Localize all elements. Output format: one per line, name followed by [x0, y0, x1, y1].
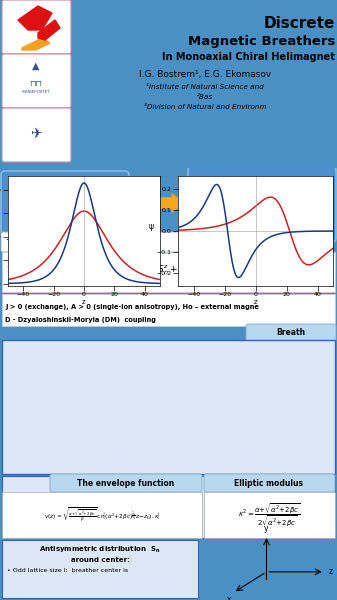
FancyBboxPatch shape: [1, 171, 129, 234]
FancyBboxPatch shape: [2, 340, 335, 474]
Text: Spatially localized,: Spatially localized,: [217, 184, 307, 193]
Text: ✈: ✈: [30, 126, 42, 140]
FancyBboxPatch shape: [2, 108, 71, 162]
FancyBboxPatch shape: [2, 0, 71, 54]
Text: J > 0 (exchange), A > 0 (single-ion anisotropy), Ho – external magne: J > 0 (exchange), A > 0 (single-ion anis…: [5, 304, 259, 310]
Text: oscillatory modes: oscillatory modes: [220, 209, 304, 218]
FancyArrow shape: [132, 194, 184, 212]
Text: • Odd lattice size l:  breather center is: • Odd lattice size l: breather center is: [7, 569, 128, 574]
Text: z: z: [329, 568, 333, 577]
Text: Breath: Breath: [276, 328, 306, 337]
Text: time-periodic: time-periodic: [230, 196, 294, 205]
FancyBboxPatch shape: [204, 492, 335, 538]
FancyBboxPatch shape: [50, 474, 202, 492]
Text: УНИВЕРСИТЕТ: УНИВЕРСИТЕТ: [22, 90, 50, 94]
FancyBboxPatch shape: [2, 54, 71, 108]
X-axis label: z: z: [254, 299, 257, 305]
Text: The envelope function: The envelope function: [78, 479, 175, 487]
Text: The model of the chiral helimagnet: The model of the chiral helimagnet: [7, 239, 151, 245]
Polygon shape: [38, 20, 60, 40]
Text: D - Dzyaloshinskii-Moryia (DM)  coupling: D - Dzyaloshinskii-Moryia (DM) coupling: [5, 317, 156, 323]
Text: Antisymmetric distribution  $\mathbf{S_n}$: Antisymmetric distribution $\mathbf{S_n}…: [39, 545, 161, 555]
X-axis label: z: z: [82, 299, 86, 305]
Text: ³Division of Natural and Environm: ³Division of Natural and Environm: [144, 104, 266, 110]
FancyBboxPatch shape: [246, 324, 336, 341]
Text: ▲: ▲: [32, 61, 40, 71]
Polygon shape: [18, 6, 52, 30]
Text: Discrete: Discrete: [264, 16, 335, 31]
Text: x: x: [227, 595, 231, 600]
Text: $\kappa^2{=}\dfrac{\alpha{+}\sqrt{\alpha^2{+}2\beta c}}{2\sqrt{\alpha^2{+}2\beta: $\kappa^2{=}\dfrac{\alpha{+}\sqrt{\alpha…: [238, 501, 300, 529]
Y-axis label: ψ: ψ: [149, 222, 154, 231]
Text: In Monoaxial Chiral Helimagnet: In Monoaxial Chiral Helimagnet: [162, 52, 335, 62]
FancyBboxPatch shape: [2, 252, 335, 292]
Polygon shape: [22, 38, 50, 50]
Text: ²Bas: ²Bas: [197, 94, 213, 100]
Text: discreteness: discreteness: [35, 208, 95, 217]
Text: $\mathcal{H} = -2J\!\sum_n\!\mathbf{S}_n\!\cdot\!\mathbf{S}_{n+1} + A\!\sum_n\!(: $\mathcal{H} = -2J\!\sum_n\!\mathbf{S}_n…: [6, 261, 191, 283]
Text: I.G. Bostrem¹, E.G. Ekomasov: I.G. Bostrem¹, E.G. Ekomasov: [139, 70, 271, 79]
Text: ⊓⊓: ⊓⊓: [30, 79, 42, 88]
Text: y: y: [264, 524, 269, 533]
FancyBboxPatch shape: [1, 232, 200, 252]
Text: ¹Institute of Natural Science and: ¹Institute of Natural Science and: [146, 84, 264, 90]
FancyBboxPatch shape: [188, 166, 336, 242]
Text: Magnetic Breathers: Magnetic Breathers: [188, 35, 335, 48]
FancyBboxPatch shape: [2, 294, 335, 326]
FancyBboxPatch shape: [2, 476, 335, 538]
FancyBboxPatch shape: [204, 474, 335, 492]
FancyBboxPatch shape: [2, 492, 202, 538]
Text: around center:: around center:: [70, 557, 129, 563]
FancyBboxPatch shape: [2, 540, 198, 598]
Text: $v(z){=}\sqrt{\frac{\alpha{+}\sqrt{\alpha^2{+}2\beta c}}{\beta}}\,\mathrm{cn}\!\: $v(z){=}\sqrt{\frac{\alpha{+}\sqrt{\alph…: [43, 506, 160, 524]
Text: Nonlinearity and: Nonlinearity and: [25, 194, 105, 203]
Text: Elliptic modulus: Elliptic modulus: [235, 479, 304, 487]
